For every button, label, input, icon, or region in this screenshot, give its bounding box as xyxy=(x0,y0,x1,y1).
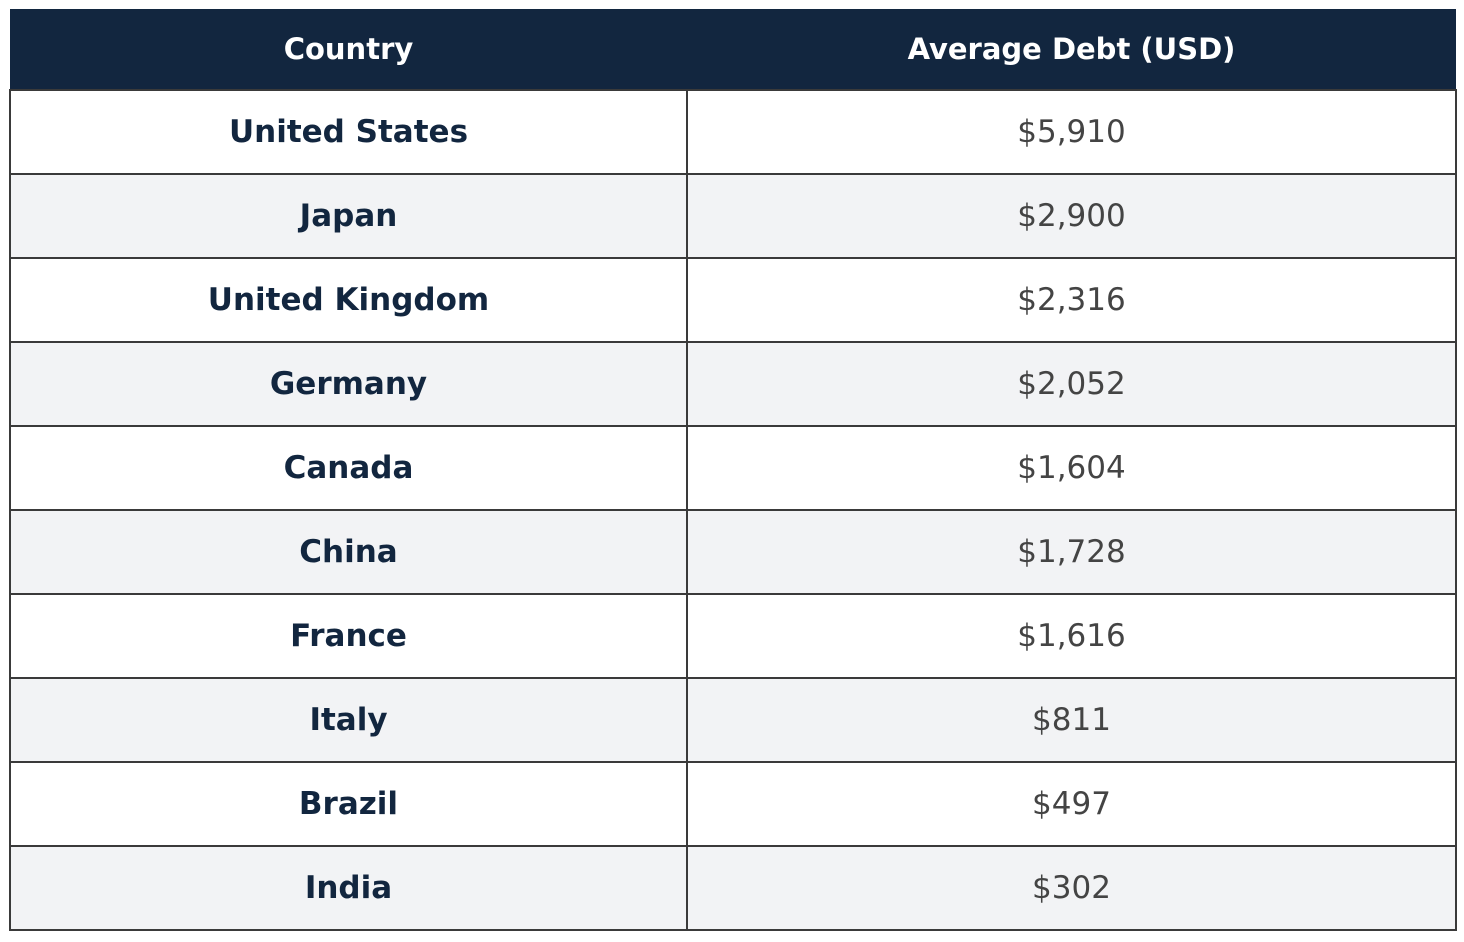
debt-cell: $1,728 xyxy=(686,509,1457,595)
table-row: Brazil $497 xyxy=(9,761,1457,847)
column-header-average-debt: Average Debt (USD) xyxy=(687,9,1456,90)
country-cell: United Kingdom xyxy=(9,257,688,343)
column-header-country: Country xyxy=(10,9,687,90)
table-row: Canada $1,604 xyxy=(9,425,1457,511)
debt-table-container: Country Average Debt (USD) United States… xyxy=(9,9,1457,931)
country-cell: Japan xyxy=(9,173,688,259)
debt-cell: $1,604 xyxy=(686,425,1457,511)
debt-cell: $497 xyxy=(686,761,1457,847)
country-cell: France xyxy=(9,593,688,679)
table-row: United States $5,910 xyxy=(9,89,1457,175)
table-header: Country Average Debt (USD) xyxy=(10,9,1456,90)
header-row: Country Average Debt (USD) xyxy=(10,9,1456,90)
country-cell: India xyxy=(9,845,688,931)
debt-cell: $2,900 xyxy=(686,173,1457,259)
table-row: Japan $2,900 xyxy=(9,173,1457,259)
country-cell: China xyxy=(9,509,688,595)
table-row: India $302 xyxy=(9,845,1457,931)
country-cell: Brazil xyxy=(9,761,688,847)
country-cell: Canada xyxy=(9,425,688,511)
country-cell: Germany xyxy=(9,341,688,427)
debt-cell: $302 xyxy=(686,845,1457,931)
table-body: United States $5,910 Japan $2,900 United… xyxy=(9,89,1457,931)
table-row: United Kingdom $2,316 xyxy=(9,257,1457,343)
table-row: Germany $2,052 xyxy=(9,341,1457,427)
average-debt-table: Country Average Debt (USD) United States… xyxy=(9,9,1457,931)
country-cell: United States xyxy=(9,89,688,175)
debt-cell: $5,910 xyxy=(686,89,1457,175)
country-cell: Italy xyxy=(9,677,688,763)
debt-cell: $2,316 xyxy=(686,257,1457,343)
table-row: China $1,728 xyxy=(9,509,1457,595)
table-row: Italy $811 xyxy=(9,677,1457,763)
debt-cell: $1,616 xyxy=(686,593,1457,679)
debt-cell: $811 xyxy=(686,677,1457,763)
table-row: France $1,616 xyxy=(9,593,1457,679)
debt-cell: $2,052 xyxy=(686,341,1457,427)
